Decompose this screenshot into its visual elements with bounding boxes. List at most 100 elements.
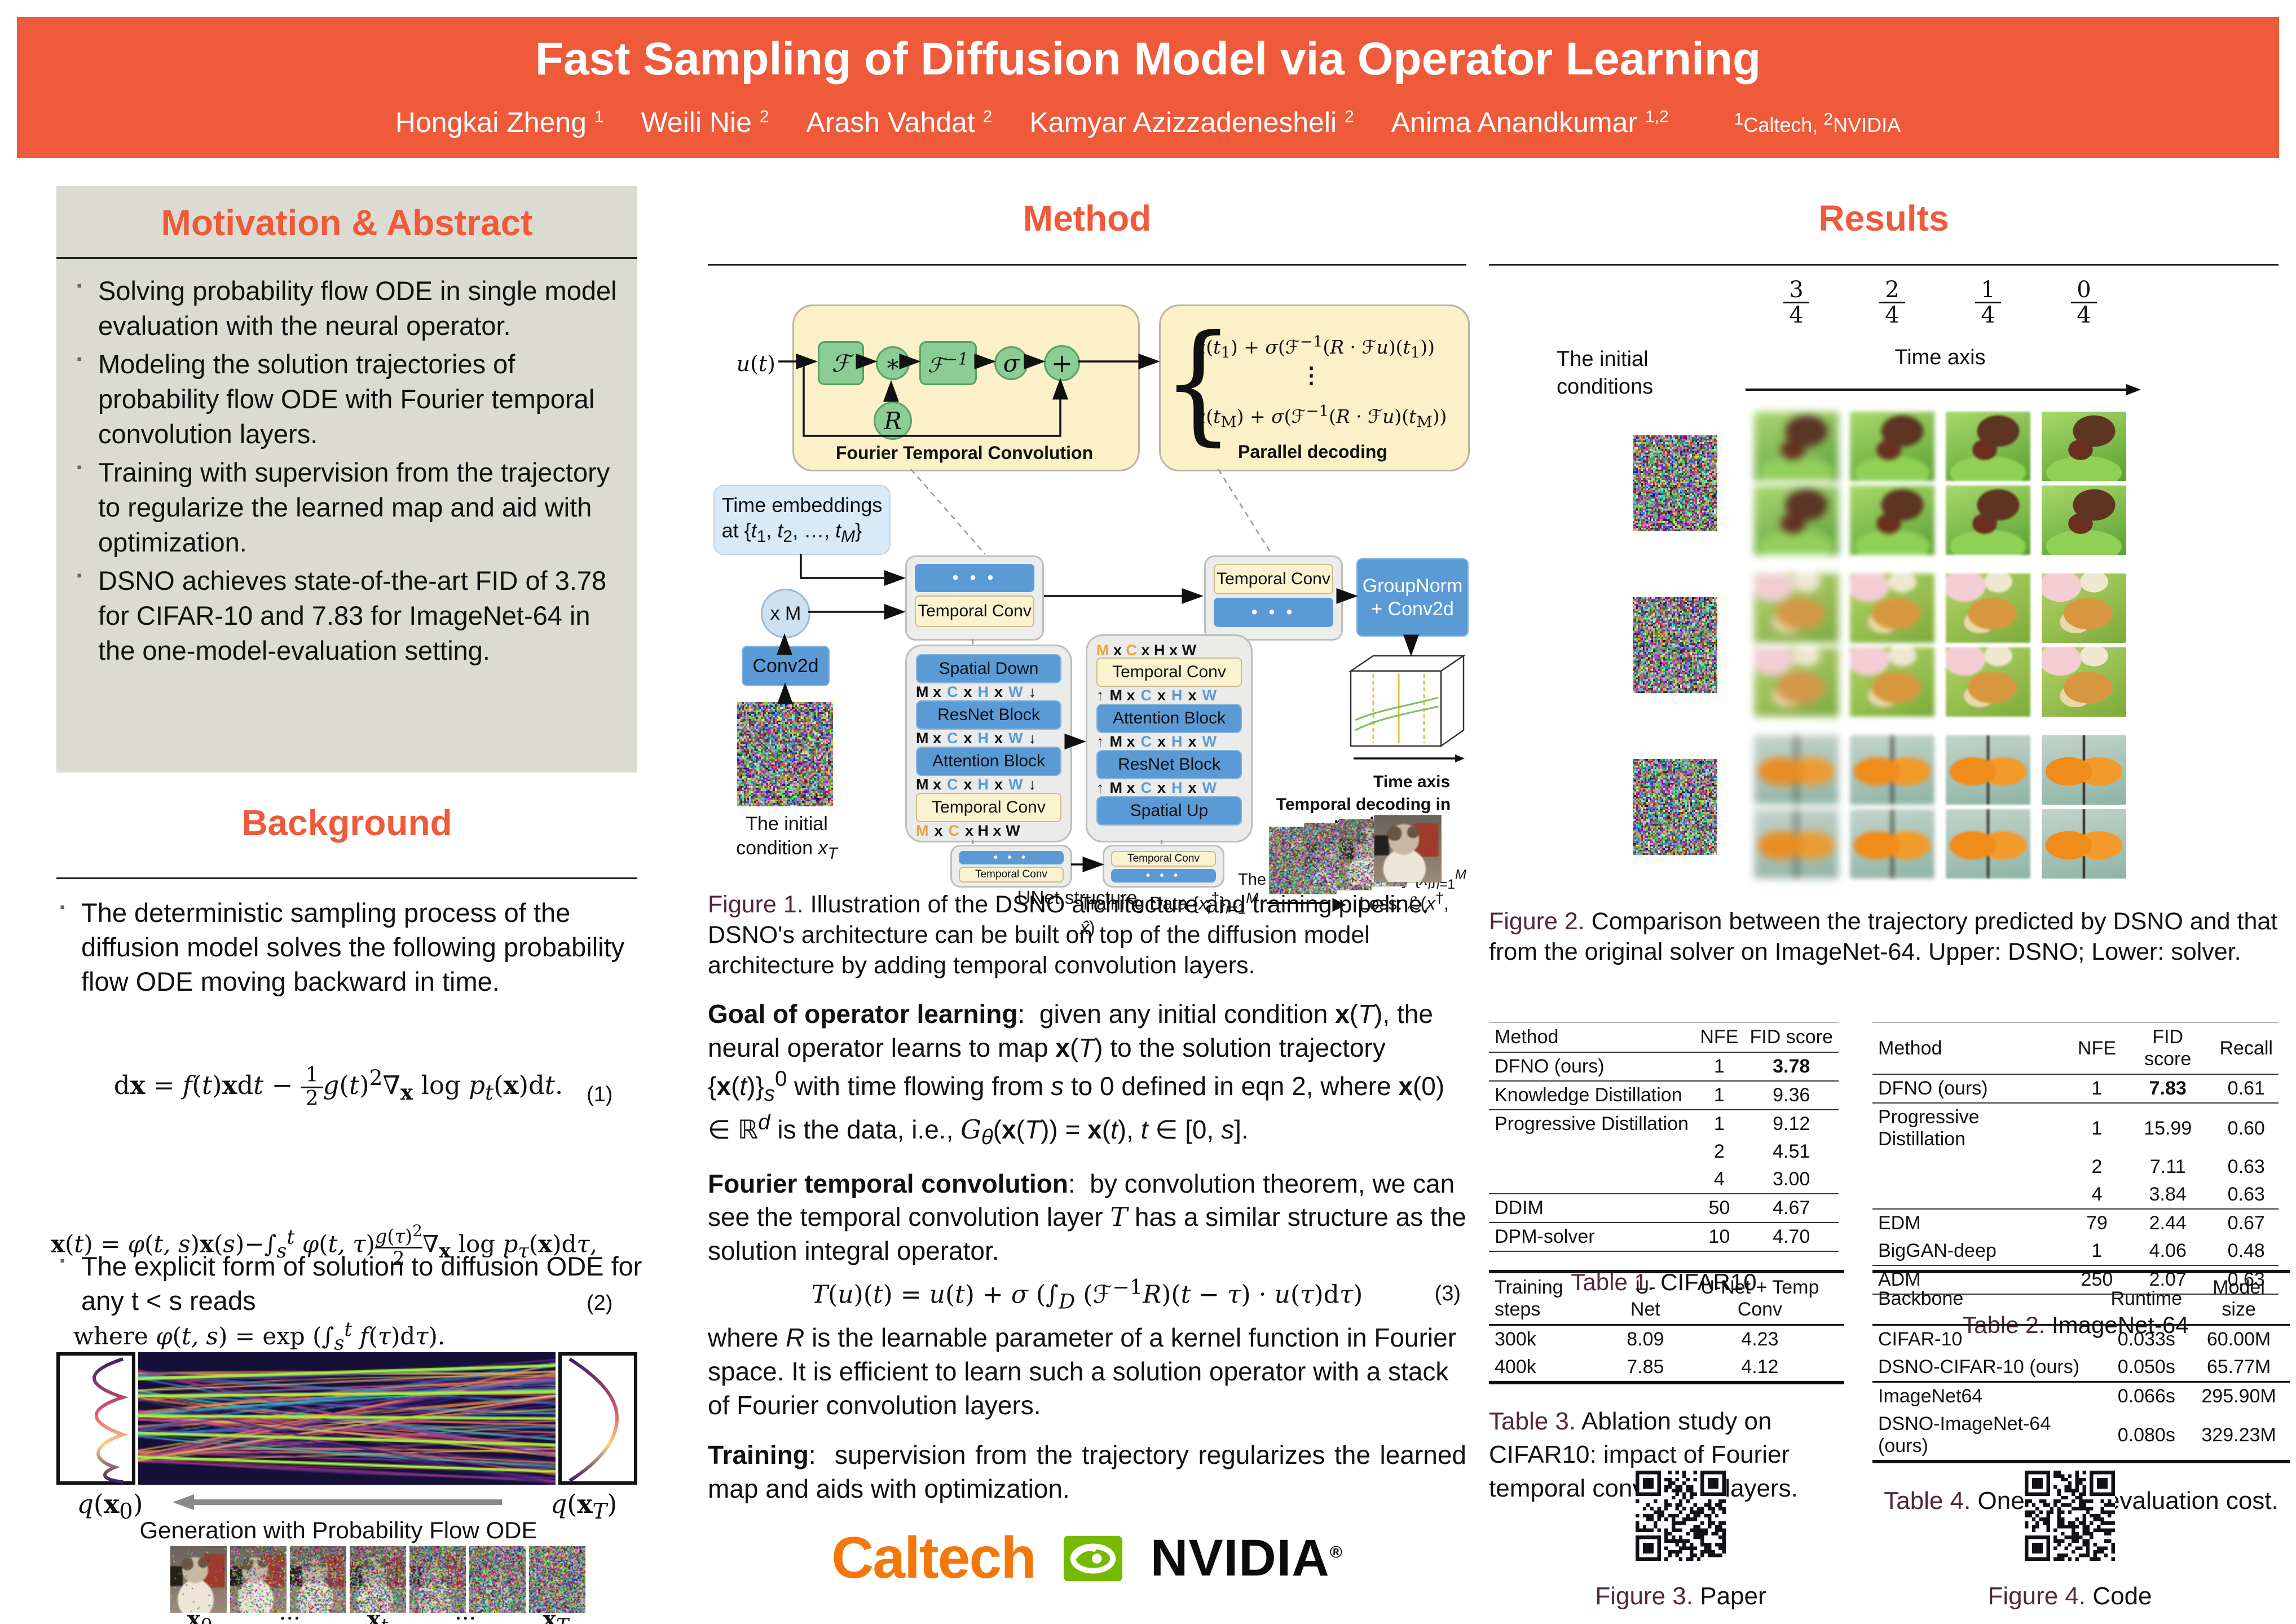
table-cell: 2 <box>1694 1138 1744 1166</box>
figure2: 34241404 The initial conditions Time axis <box>1489 273 2279 899</box>
bottleneck-stack-right: Temporal Conv • • • <box>1103 845 1224 888</box>
fraction-numerator: 0 <box>2077 278 2091 302</box>
predicted-trajectory-stack <box>1269 815 1466 894</box>
table-cell: 0.080s <box>2105 1410 2188 1462</box>
table-cell: 1 <box>2072 1074 2122 1103</box>
background-title: Background <box>56 802 637 844</box>
table-row: 400k 7.85 4.12 <box>1489 1353 1844 1383</box>
table-header: FID score <box>2122 1022 2214 1074</box>
table-cell: CIFAR-10 <box>1872 1325 2105 1354</box>
table-header: Training steps <box>1489 1272 1615 1325</box>
sequence-label: xt <box>367 1606 388 1624</box>
table-header: U-Net + Temp Conv <box>1676 1272 1844 1325</box>
table-cell: 0.050s <box>2105 1353 2188 1382</box>
temporal-conv-chip: Temporal Conv <box>1111 851 1216 867</box>
table-cell: DSNO-ImageNet-64 (ours) <box>1872 1410 2105 1462</box>
table-header: NFE <box>2072 1022 2122 1074</box>
logo-row: Caltech NVIDIA® <box>708 1525 1466 1592</box>
table-cell: 4.51 <box>1744 1138 1839 1166</box>
table-header: Recall <box>2214 1022 2279 1074</box>
table-cell: 3.78 <box>1744 1052 1839 1081</box>
fraction-denominator: 4 <box>1975 302 2000 327</box>
table-cell: BigGAN-deep <box>1872 1237 2072 1265</box>
table-cell <box>1489 1138 1694 1166</box>
table-cell: 4 <box>1694 1166 1744 1194</box>
table-cell: 0.63 <box>2214 1153 2279 1181</box>
table-row: Knowledge Distillation 1 9.36 <box>1489 1081 1839 1110</box>
diffusion-step-image <box>529 1546 585 1613</box>
table-cell: 329.23M <box>2188 1410 2290 1462</box>
table-row: DSNO-CIFAR-10 (ours) 0.050s 65.77M <box>1872 1353 2290 1382</box>
unet-block: Spatial Up <box>1096 796 1242 826</box>
more-layers-bar: • • • <box>1111 869 1216 882</box>
dimension-label: M x C x H x W ↓ <box>916 777 1061 792</box>
table-cell: 1 <box>1694 1081 1744 1110</box>
table-cell: 4.06 <box>2122 1237 2214 1265</box>
generation-arrow <box>169 1493 508 1513</box>
temporal-conv-chip: Temporal Conv <box>915 595 1034 627</box>
nvidia-eye-icon <box>1063 1528 1123 1589</box>
paper-qr-code <box>1636 1471 1726 1561</box>
trajectory-image-ant-on-leaf <box>1850 486 1934 555</box>
table-row: 4 3.84 0.63 <box>1872 1181 2279 1209</box>
author: Kamyar Azizzadenesheli 2 <box>1029 106 1354 139</box>
time-axis-label: Time axis <box>1850 346 2030 370</box>
parallel-eq-1: u(t1) + σ(ℱ−1(R · ℱu)(t1)) <box>1194 333 1459 362</box>
table-header: Model size <box>2188 1272 2290 1325</box>
table-cell: 0.033s <box>2105 1325 2188 1354</box>
diffusion-step-image <box>469 1546 526 1613</box>
trajectory-image-monarch-butterfly <box>2042 809 2126 879</box>
table-cell: 10 <box>1694 1223 1744 1251</box>
table-row: DDIM 50 4.67 <box>1489 1194 1839 1223</box>
diffusion-sequence <box>124 1546 632 1613</box>
table-header: Backbone <box>1872 1272 2105 1325</box>
temporal-conv-chip: Temporal Conv <box>959 867 1064 882</box>
abstract-title: Motivation & Abstract <box>56 186 637 244</box>
groupnorm-conv2d-block: GroupNorm + Conv2d <box>1356 558 1469 637</box>
table-cell: DFNO (ours) <box>1489 1052 1694 1081</box>
table-cell: 2 <box>2072 1153 2122 1181</box>
time-fraction: 04 <box>2067 278 2101 327</box>
background-bullet-1: The deterministic sampling process of th… <box>56 895 662 999</box>
diffusion-step-image <box>409 1546 466 1613</box>
figure3-caption: Figure 3. Paper <box>1557 1582 1805 1610</box>
results-title: Results <box>1489 197 2279 239</box>
dimension-label: M x C x H x W ↓ <box>916 685 1061 699</box>
dimension-label: ↑ M x C x H x W <box>1096 780 1242 795</box>
table-cell <box>1872 1181 2072 1209</box>
table-cell: DFNO (ours) <box>1872 1074 2072 1103</box>
table-cell: 9.12 <box>1744 1110 1839 1138</box>
plus-chip: + <box>1044 345 1080 381</box>
method-text: Figure 1. Illustration of the DSNO archi… <box>708 890 1466 1592</box>
table-cell: DSNO-CIFAR-10 (ours) <box>1872 1353 2105 1382</box>
unet-block: Attention Block <box>1096 704 1242 733</box>
trajectory-image-ant-on-leaf <box>2042 486 2126 555</box>
trajectory-image-monarch-butterfly <box>1850 735 1934 805</box>
author: Hongkai Zheng 1 <box>395 106 604 139</box>
table-cell: 8.09 <box>1615 1325 1676 1354</box>
table-cell: DPM-solver <box>1489 1223 1694 1251</box>
equation-1: dx = f(t)xdt − 1 2 g(t)2∇x log pt(x)dt. <box>90 1065 587 1110</box>
table-cell: 1 <box>2072 1237 2122 1265</box>
initial-noise-ant-on-leaf <box>1633 435 1717 531</box>
table-cell <box>1872 1153 2072 1181</box>
table-cell: 7.11 <box>2122 1153 2214 1181</box>
data-table: Method NFE FID score DFNO (ours) 1 3.78 Knowle… <box>1489 1022 1839 1252</box>
goal-paragraph: Goal of operator learning: given any ini… <box>708 998 1466 1151</box>
data-table: Backbone Runtime Model size CIFAR-10 0.033s 6… <box>1872 1270 2290 1463</box>
diffusion-step-image <box>350 1546 406 1613</box>
sequence-label: xT <box>543 1606 569 1624</box>
fraction-denominator: 4 <box>1783 302 1809 327</box>
table-row: DPM-solver 10 4.70 <box>1489 1223 1839 1251</box>
diffusion-step-image <box>230 1546 287 1613</box>
trajectory-image-monarch-butterfly <box>1754 735 1839 805</box>
trajectory-image-monarch-butterfly <box>1754 809 1839 879</box>
trajectory-image-ant-on-leaf <box>1946 486 2030 555</box>
equation-2-number: (2) <box>587 1291 612 1316</box>
trajectory-cube <box>1339 646 1466 773</box>
table-cell: ImageNet64 <box>1872 1382 2105 1411</box>
initial-noise-monarch-butterfly <box>1633 759 1717 855</box>
more-layers-bar: • • • <box>1214 598 1333 627</box>
table-header: U-Net <box>1615 1272 1676 1325</box>
data-table: Training steps U-Net U-Net + Temp Conv 300k… <box>1489 1270 1844 1384</box>
